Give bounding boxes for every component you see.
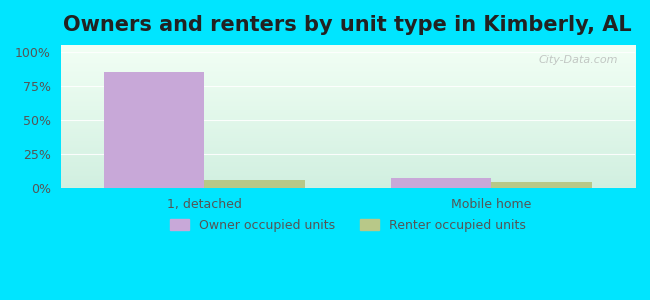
Title: Owners and renters by unit type in Kimberly, AL: Owners and renters by unit type in Kimbe…	[64, 15, 632, 35]
Bar	[104, 72, 204, 188]
Bar	[491, 182, 592, 188]
Text: City-Data.com: City-Data.com	[538, 55, 617, 65]
Legend: Owner occupied units, Renter occupied units: Owner occupied units, Renter occupied un…	[165, 214, 530, 237]
Bar	[204, 180, 305, 188]
Bar	[391, 178, 491, 188]
